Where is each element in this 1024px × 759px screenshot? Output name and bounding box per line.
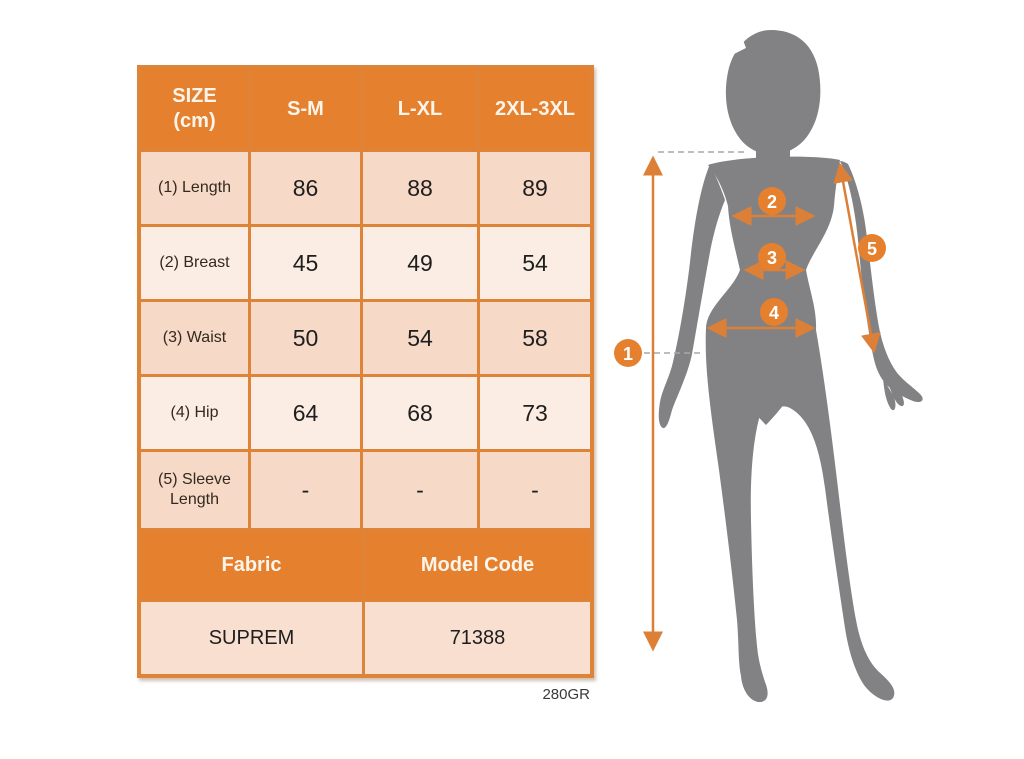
row-label-breast: (2) Breast [141, 227, 248, 299]
column-header-2xl3xl: 2XL-3XL [480, 69, 590, 149]
female-silhouette-diagram: 1 2 3 4 5 [614, 30, 923, 703]
length-lxl-value: 88 [363, 152, 477, 224]
column-header-lxl: L-XL [363, 69, 477, 149]
fabric-value: SUPREM [141, 602, 362, 674]
row-label-length: (1) Length [141, 152, 248, 224]
column-header-sm: S-M [251, 69, 360, 149]
measurement-figure: 1 2 3 4 5 [600, 10, 940, 720]
table-row-breast: (2) Breast 45 49 54 [141, 227, 590, 299]
breast-2xl3xl-value: 54 [480, 227, 590, 299]
length-2xl3xl-value: 89 [480, 152, 590, 224]
hip-2xl3xl-value: 73 [480, 377, 590, 449]
hip-lxl-value: 68 [363, 377, 477, 449]
waist-lxl-value: 54 [363, 302, 477, 374]
badge-1-circle [614, 339, 642, 367]
model-code-value: 71388 [365, 602, 590, 674]
table-footer-values-row: SUPREM 71388 [141, 602, 590, 674]
size-cm-header: SIZE (cm) [141, 69, 248, 149]
model-code-header: Model Code [365, 531, 590, 599]
sleeve-2xl3xl-value: - [480, 452, 590, 528]
row-label-waist: (3) Waist [141, 302, 248, 374]
badge-2-circle [758, 187, 786, 215]
badge-2-number: 2 [767, 192, 777, 212]
weight-note: 280GR [542, 686, 590, 703]
breast-lxl-value: 49 [363, 227, 477, 299]
badge-4-number: 4 [769, 303, 779, 323]
hip-sm-value: 64 [251, 377, 360, 449]
length-sm-value: 86 [251, 152, 360, 224]
table-footer-header-row: Fabric Model Code [141, 531, 590, 599]
table-header-row: SIZE (cm) S-M L-XL 2XL-3XL [141, 69, 590, 149]
table-row-waist: (3) Waist 50 54 58 [141, 302, 590, 374]
size-chart-table: SIZE (cm) S-M L-XL 2XL-3XL (1) Length 86… [137, 65, 594, 678]
badge-3-number: 3 [767, 248, 777, 268]
table-row-hip: (4) Hip 64 68 73 [141, 377, 590, 449]
badge-4-circle [760, 298, 788, 326]
row-label-hip: (4) Hip [141, 377, 248, 449]
measurement-badges: 1 2 3 4 5 [614, 187, 886, 367]
waist-2xl3xl-value: 58 [480, 302, 590, 374]
badge-5-number: 5 [867, 239, 877, 259]
waist-sm-value: 50 [251, 302, 360, 374]
fabric-header: Fabric [141, 531, 362, 599]
sleeve-sm-value: - [251, 452, 360, 528]
badge-3-circle [758, 243, 786, 271]
table-row-length: (1) Length 86 88 89 [141, 152, 590, 224]
female-silhouette [658, 30, 923, 703]
sleeve-lxl-value: - [363, 452, 477, 528]
breast-sm-value: 45 [251, 227, 360, 299]
badge-1-number: 1 [623, 344, 633, 364]
sleeve-measure-arrow [833, 162, 881, 354]
table-row-sleeve-length: (5) Sleeve Length - - - [141, 452, 590, 528]
badge-5-circle [858, 234, 886, 262]
row-label-sleeve-length: (5) Sleeve Length [141, 452, 248, 528]
